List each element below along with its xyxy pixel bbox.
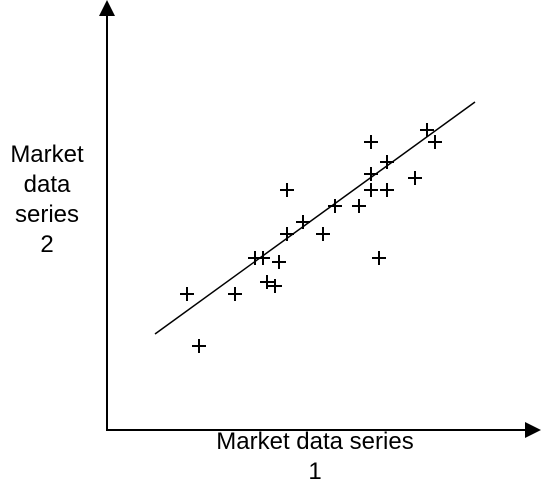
x-axis-arrow [525,422,541,438]
data-point [296,215,310,229]
data-point [364,183,378,197]
data-point [380,155,394,169]
y-axis-label-line: Market [10,141,84,168]
y-axis-arrow [99,0,115,16]
data-point [328,199,342,213]
x-axis-label: Market data series 1 [160,427,470,487]
data-points [180,123,442,353]
data-point [420,123,434,137]
data-point [380,183,394,197]
data-point [280,183,294,197]
data-point [428,135,442,149]
data-point [268,279,282,293]
y-axis-label: Market data series 2 [0,140,94,260]
data-point [280,227,294,241]
y-axis-label-line: 2 [40,231,54,258]
data-point [408,171,422,185]
y-axis-label-line: series [14,201,80,228]
y-axis-label-line: data [23,171,71,198]
data-point [364,135,378,149]
data-point [260,275,274,289]
data-point [180,287,194,301]
x-axis-label-line: Market data series [216,428,414,455]
data-point [256,251,270,265]
data-point [192,339,206,353]
data-point [372,251,386,265]
data-point [364,167,378,181]
x-axis-label-line: 1 [308,458,322,485]
data-point [228,287,242,301]
data-point [272,255,286,269]
data-point [316,227,330,241]
data-point [352,199,366,213]
trend-line [154,101,476,335]
